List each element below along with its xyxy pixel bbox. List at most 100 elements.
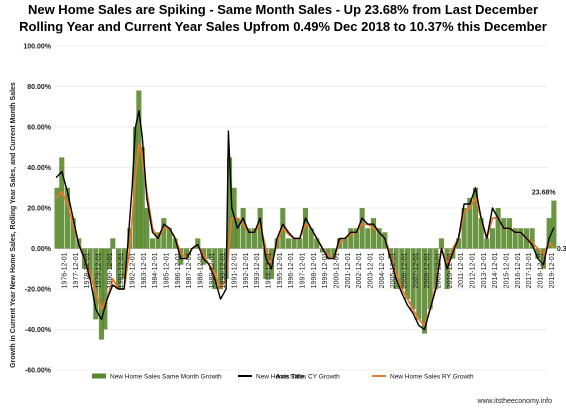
annotations: 23.68% 0.37%	[532, 190, 566, 253]
x-tick-label: 1994-12-01	[266, 252, 273, 288]
x-tick-label: 1991-12-01	[232, 252, 239, 288]
x-tick-labels: 1976-12-01 1977-12-01 1978-12-01 1979-12-01…	[62, 252, 556, 288]
bar	[353, 228, 360, 249]
x-tick-label: 1986-12-01	[175, 252, 182, 288]
bar	[376, 228, 382, 249]
bar	[529, 228, 535, 249]
bar	[263, 248, 269, 279]
x-tick-label: 2010-12-01	[447, 252, 454, 288]
x-tick-label: 2008-12-01	[424, 252, 431, 288]
y-tick-label: 20.00%	[27, 206, 52, 213]
x-tick-label: 1979-12-01	[96, 252, 103, 288]
bar	[195, 238, 201, 249]
legend-item: New Home Sales RY Growth	[372, 374, 474, 381]
bar	[501, 218, 507, 249]
bar	[540, 248, 547, 269]
bar	[87, 248, 93, 279]
x-tick-label: 2002-12-01	[356, 252, 363, 288]
x-tick-label: 2019-12-01	[549, 252, 556, 288]
bar	[319, 248, 326, 253]
x-tick-label: 1984-12-01	[152, 252, 159, 288]
legend-swatch-bar	[92, 373, 106, 379]
x-tick-label: 2016-12-01	[515, 252, 522, 288]
x-tick-label: 2018-12-01	[538, 252, 545, 288]
x-tick-label: 2003-12-01	[368, 252, 375, 288]
legend-item: New Home Sales Same Month Growth	[92, 373, 222, 381]
source-credit: www.itstheeconomy.info	[476, 398, 552, 405]
legend-label: New Home Sales CY Growth	[256, 374, 340, 381]
x-tick-label: 1982-12-01	[130, 252, 137, 288]
x-tick-label: 1997-12-01	[300, 252, 307, 288]
bar	[161, 218, 167, 249]
bar	[93, 248, 99, 320]
x-tick-label: 1977-12-01	[73, 252, 80, 288]
bar	[226, 157, 233, 249]
bar	[421, 248, 428, 334]
bar	[155, 232, 161, 249]
x-tick-label: 1990-12-01	[220, 252, 227, 288]
bar	[285, 238, 292, 249]
bar	[546, 218, 552, 249]
y-tick-label: -20.00%	[25, 287, 52, 294]
y-axis-label: Growth in Current Year New Home Sales, R…	[10, 82, 17, 368]
line-series	[55, 110, 555, 331]
bar	[183, 248, 190, 259]
bar	[297, 238, 303, 249]
x-tick-label: 1985-12-01	[164, 252, 171, 288]
x-tick-label: 1996-12-01	[288, 252, 295, 288]
x-tick-label: 2001-12-01	[345, 252, 352, 288]
x-tick-label: 2013-12-01	[481, 252, 488, 288]
bar	[518, 228, 524, 249]
y-tick-label: 80.00%	[27, 84, 52, 91]
legend: New Home Sales Same Month Growth New Home…	[92, 373, 474, 381]
y-tick-label: -40.00%	[25, 327, 52, 334]
bar	[98, 248, 105, 340]
bar	[393, 248, 399, 289]
x-tick-label: 2012-12-01	[470, 252, 477, 288]
x-tick-label: 1978-12-01	[84, 252, 91, 288]
legend-item: New Home Sales CY Growth	[238, 374, 340, 381]
bar	[110, 238, 116, 249]
x-tick-label: 1993-12-01	[254, 252, 261, 288]
y-tick-label: 40.00%	[27, 165, 52, 172]
bar	[359, 208, 365, 249]
bar	[136, 90, 142, 249]
x-tick-label: 1998-12-01	[311, 252, 318, 288]
ry-growth-line	[55, 142, 555, 327]
y-tick-label: 60.00%	[27, 125, 52, 132]
y-tick-label: 100.00%	[23, 44, 51, 51]
bar	[64, 187, 71, 249]
bar	[106, 248, 112, 269]
bar	[240, 208, 246, 249]
bar	[438, 238, 445, 249]
x-tick-label: 1987-12-01	[186, 252, 193, 288]
bar	[461, 208, 467, 249]
x-tick-label: 2004-12-01	[379, 252, 386, 288]
x-tick-label: 2015-12-01	[504, 252, 511, 288]
bar	[314, 238, 320, 249]
bar	[484, 238, 490, 249]
bar	[348, 228, 354, 249]
bar	[121, 248, 127, 279]
bar	[59, 157, 65, 249]
bar	[172, 238, 178, 249]
x-tick-label: 1988-12-01	[198, 252, 205, 288]
bar	[489, 228, 496, 249]
bar	[234, 218, 241, 249]
bar	[102, 248, 108, 330]
bar	[512, 228, 518, 249]
x-tick-label: 2011-12-01	[458, 252, 465, 287]
bar	[212, 248, 218, 289]
y-tick-label: -60.00%	[25, 368, 52, 375]
bar	[302, 208, 309, 249]
bar	[342, 238, 348, 249]
bar	[433, 248, 439, 289]
x-tick-label: 1980-12-01	[107, 252, 114, 288]
bar	[149, 238, 156, 249]
bar	[410, 248, 416, 310]
bar	[144, 208, 150, 249]
x-tick-label: 2009-12-01	[436, 252, 443, 288]
bar	[166, 228, 173, 249]
x-tick-label: 1983-12-01	[141, 252, 148, 288]
